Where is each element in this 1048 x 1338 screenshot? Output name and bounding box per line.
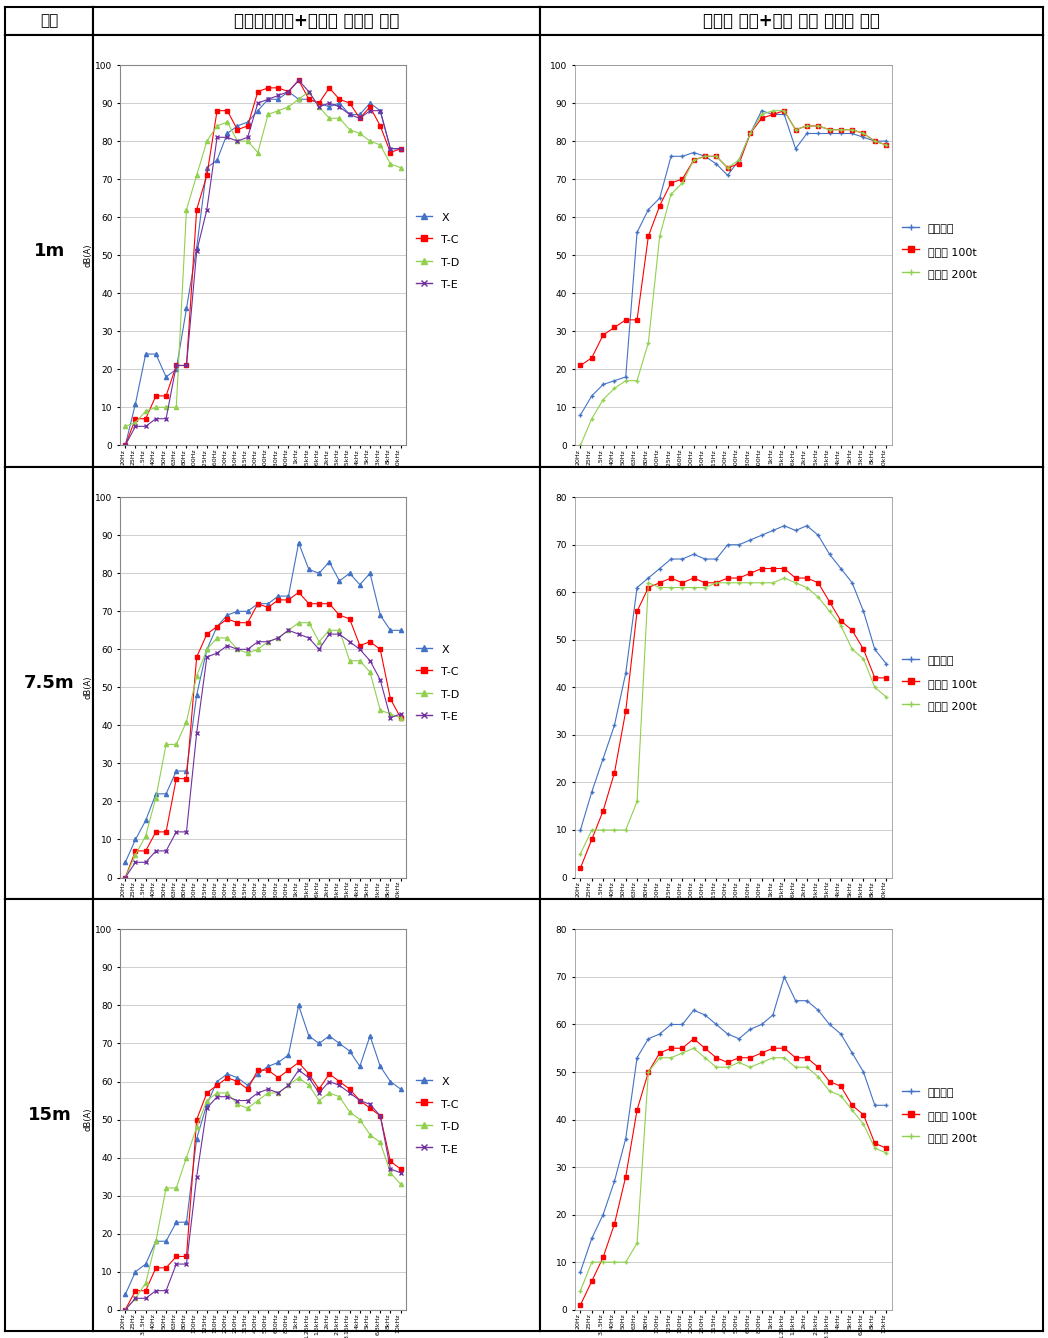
Text: 구분: 구분 — [40, 13, 59, 28]
Legend: X, T-C, T-D, T-E: X, T-C, T-D, T-E — [416, 642, 459, 724]
Legend: 미설치시, 공간지 100t, 공간지 200t: 미설치시, 공간지 100t, 공간지 200t — [902, 1086, 977, 1144]
Legend: X, T-C, T-D, T-E: X, T-C, T-D, T-E — [416, 210, 459, 292]
Text: 1m: 1m — [34, 242, 65, 260]
Legend: 미설치시, 공간지 100t, 공간지 200t: 미설치시, 공간지 100t, 공간지 200t — [902, 222, 977, 280]
Legend: X, T-C, T-D, T-E: X, T-C, T-D, T-E — [416, 1074, 459, 1156]
Text: 폴리에스테르+차음재 테스트 결과: 폴리에스테르+차음재 테스트 결과 — [234, 12, 399, 29]
Text: 7.5m: 7.5m — [24, 674, 74, 692]
Text: 공간지 사용+두께 변화 테스트 결과: 공간지 사용+두께 변화 테스트 결과 — [703, 12, 879, 29]
Text: 15m: 15m — [27, 1107, 71, 1124]
Legend: 미설치시, 공간지 100t, 공간지 200t: 미설치시, 공간지 100t, 공간지 200t — [902, 654, 977, 712]
